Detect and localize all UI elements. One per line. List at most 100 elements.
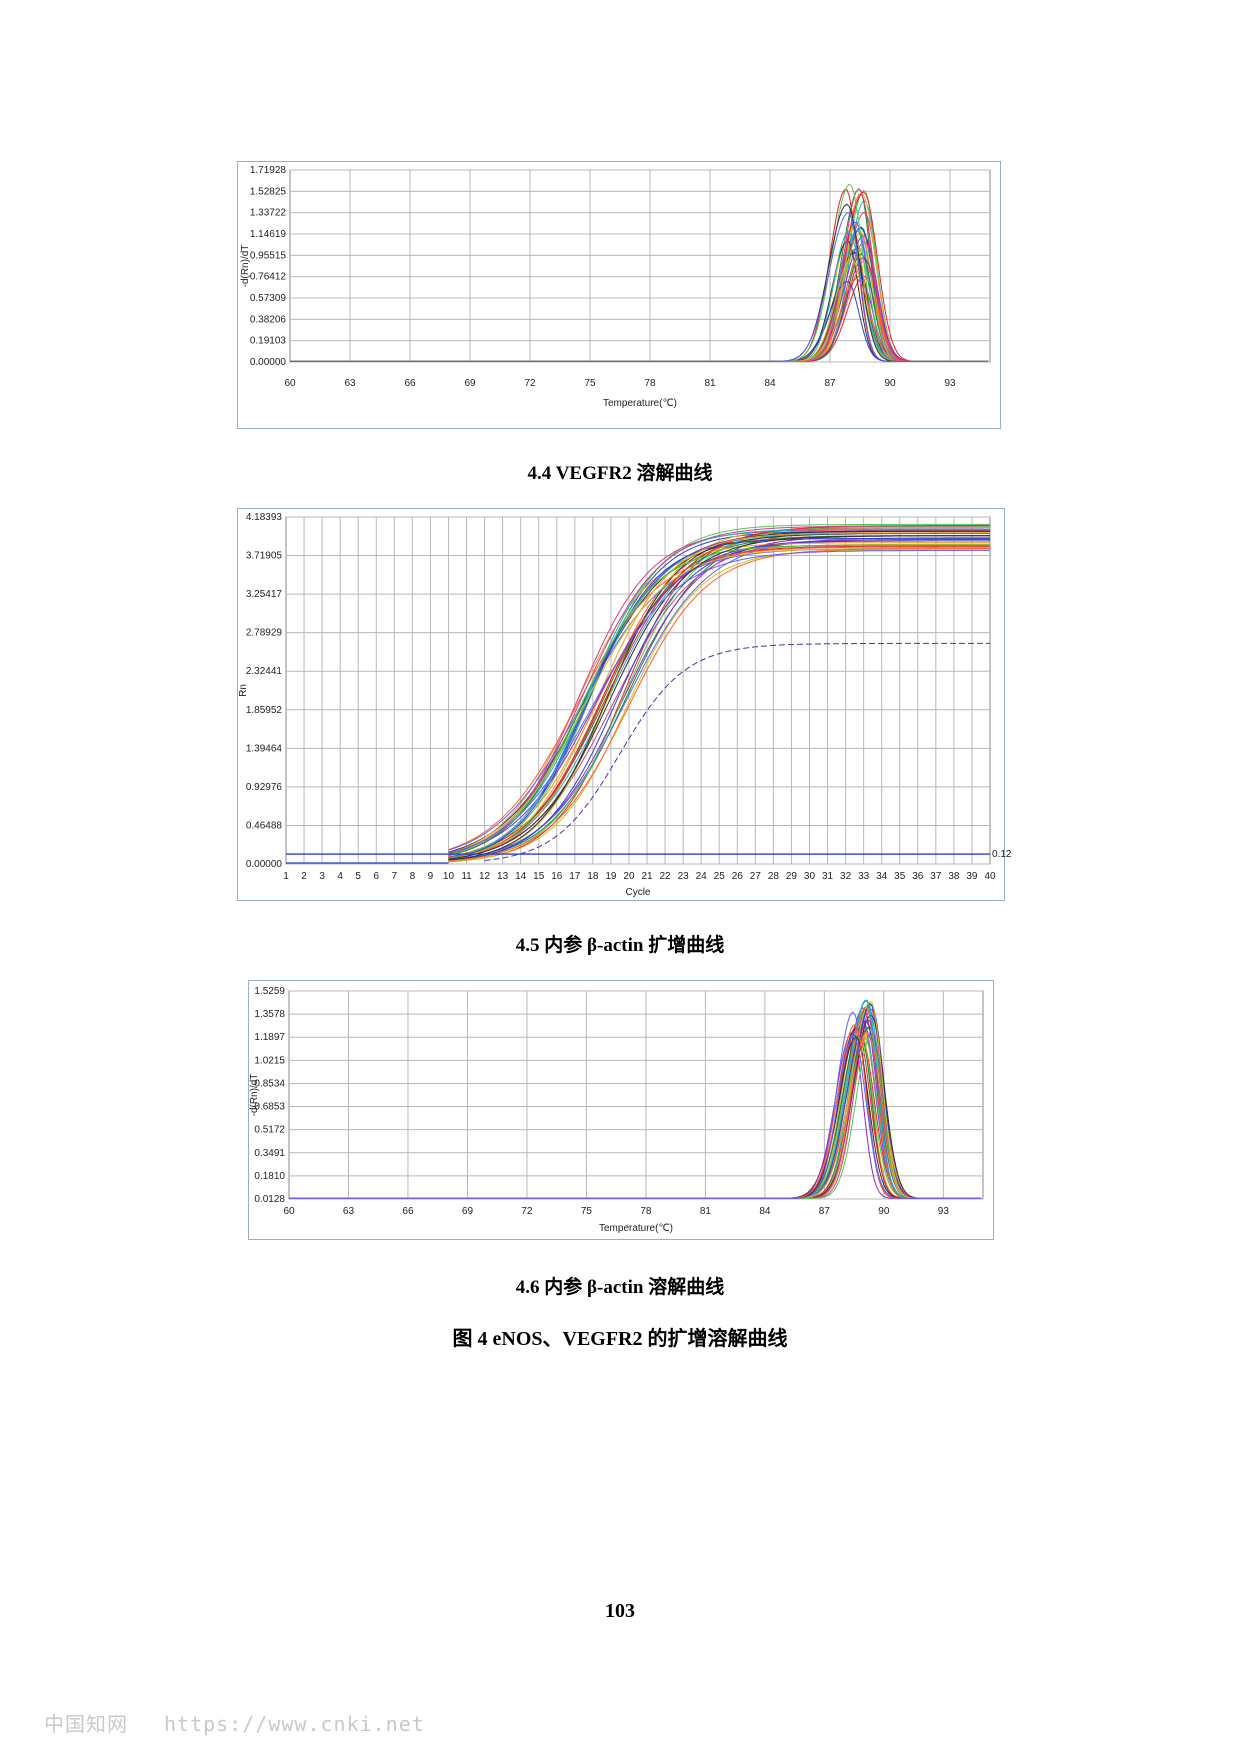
x-tick-label: 66 [402,1206,414,1217]
x-tick-label: 81 [700,1206,712,1217]
amplification-curve-series [448,530,990,861]
caption-vegfr2-melt: 4.4 VEGFR2 溶解曲线 [527,463,713,484]
y-tick-label: 4.18393 [246,512,283,523]
melt-curve-series [289,1035,982,1199]
chart-actin-amplification-svg: 0.00000 0.46488 0.92976 1.39464 1.85952 2.324… [238,512,1012,898]
y-tick-label: 0.1810 [254,1171,285,1182]
x-tick-label: 19 [605,871,617,882]
watermark-url: https://www.cnki.net [164,1712,425,1736]
y-tick-label: 1.85952 [246,705,283,716]
x-tick-label: 87 [824,378,836,389]
x-tick-label: 15 [533,871,545,882]
x-tick-label: 60 [284,378,296,389]
x-tick-label: 12 [479,871,491,882]
y-tick-label: 1.5259 [254,986,285,997]
x-tick-label: 16 [551,871,563,882]
x-tick-label: 3 [319,871,325,882]
amplification-curve-series [448,548,990,862]
caption-actin-amplification: 4.5 内参 β-actin 扩增曲线 [515,935,725,956]
x-tick-label: 69 [464,378,476,389]
x-tick-label: 84 [759,1206,771,1217]
watermark: 中国知网 https://www.cnki.net [44,1708,425,1737]
x-tick-label: 21 [641,871,653,882]
x-tick-label: 18 [587,871,599,882]
x-tick-label: 63 [344,378,356,389]
amplification-curve-series [448,525,990,855]
x-tick-label: 5 [355,871,361,882]
amplification-curve-series [448,537,990,859]
y-tick-label: 0.92976 [246,782,283,793]
x-tick-label: 63 [343,1206,355,1217]
x-tick-label: 37 [930,871,942,882]
x-tick-label: 8 [410,871,416,882]
amplification-curve-series [448,546,990,851]
chart-vegfr2-melt-svg: 0.00000 0.19103 0.38206 0.57309 0.76412 0.955… [240,165,991,409]
y-tick-label: 0.95515 [250,250,287,261]
y-tick-label: 0.76412 [250,272,287,283]
x-tick-label: 72 [521,1206,533,1217]
y-tick-label: 0.46488 [246,820,283,831]
chart-actin-melt: 0.0128 0.1810 0.3491 0.5172 0.6853 0.8534 1.02… [248,980,994,1240]
plot-area [285,516,991,865]
x-tick-label: 75 [581,1206,593,1217]
x-tick-label: 78 [640,1206,652,1217]
y-tick-label: 0.00000 [246,859,283,870]
x-tick-label: 30 [804,871,816,882]
x-tick-label: 39 [966,871,978,882]
x-tick-label: 4 [337,871,343,882]
x-tick-label: 90 [884,378,896,389]
y-axis-title: -d(Rn)/dT [249,1074,260,1117]
y-axis-title: -d(Rn)/dT [240,245,251,288]
x-tick-label: 28 [768,871,780,882]
x-tick-label: 38 [948,871,960,882]
threshold-label: 0.12 [992,849,1012,860]
x-axis-title: Temperature(℃) [603,398,677,409]
amplification-curve-series [448,528,990,859]
x-tick-label: 13 [497,871,509,882]
x-tick-label: 2 [301,871,307,882]
x-tick-label: 17 [569,871,581,882]
x-tick-label: 20 [623,871,635,882]
x-tick-label: 40 [984,871,996,882]
amplification-curve-series [448,542,990,854]
amplification-curve-series [448,523,991,860]
y-tick-label: 2.32441 [246,666,283,677]
x-tick-label: 87 [819,1206,831,1217]
amplification-curve-series [448,549,990,863]
x-tick-label: 9 [428,871,434,882]
x-tick-label: 24 [696,871,708,882]
x-tick-label: 81 [704,378,716,389]
x-tick-label: 25 [714,871,726,882]
y-tick-label: 0.0128 [254,1194,285,1205]
y-tick-label: 1.1897 [254,1032,285,1043]
y-tick-label: 3.71905 [246,551,283,562]
y-tick-label: 0.19103 [250,336,287,347]
y-tick-label: 1.3578 [254,1009,285,1020]
amplification-curve-series [448,549,990,854]
x-tick-label: 66 [404,378,416,389]
y-tick-label: 1.52825 [250,186,287,197]
x-tick-label: 31 [822,871,834,882]
x-tick-label: 7 [392,871,398,882]
x-axis-title: Cycle [625,887,650,898]
page-number: 103 [605,1600,635,1622]
x-tick-label: 14 [515,871,527,882]
x-tick-label: 93 [938,1206,950,1217]
watermark-brand: 中国知网 [44,1712,128,1736]
x-axis-title: Temperature(℃) [599,1223,673,1234]
chart-actin-melt-svg: 0.0128 0.1810 0.3491 0.5172 0.6853 0.8534 1.02… [249,986,984,1234]
x-tick-label: 26 [732,871,744,882]
x-tick-label: 78 [644,378,656,389]
y-axis-title: Rn [238,684,249,697]
x-tick-label: 32 [840,871,852,882]
x-tick-label: 75 [584,378,596,389]
y-tick-label: 0.38206 [250,314,287,325]
chart-actin-amplification: 0.00000 0.46488 0.92976 1.39464 1.85952 2.324… [237,508,1012,901]
x-tick-label: 27 [750,871,762,882]
x-tick-label: 11 [461,871,472,882]
y-tick-label: 3.25417 [246,589,283,600]
x-tick-label: 29 [786,871,798,882]
x-tick-label: 35 [894,871,906,882]
x-tick-label: 22 [660,871,672,882]
x-tick-label: 60 [283,1206,295,1217]
